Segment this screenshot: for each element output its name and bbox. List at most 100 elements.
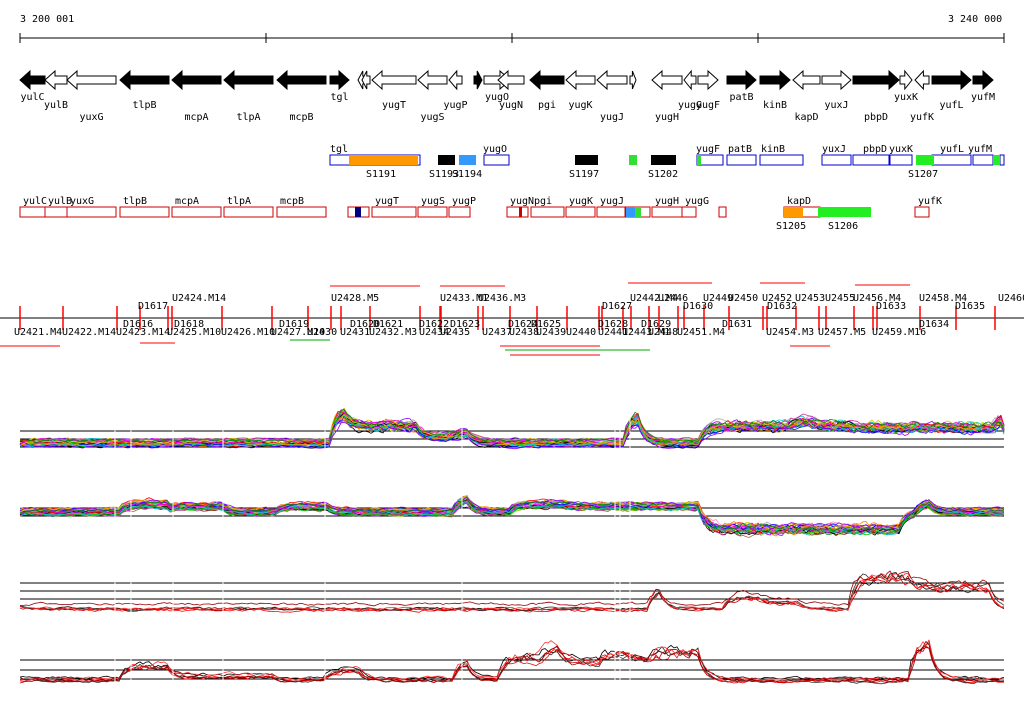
feature-track-plus[interactable]: tgl yugO yugF patB kinB yuxJ pbpD yuxK yufL yufM S…	[329, 144, 1005, 180]
gene-arrow[interactable]	[821, 69, 852, 91]
transcription-unit-label[interactable]: D1620	[350, 319, 380, 330]
gene-arrow[interactable]	[44, 69, 68, 91]
gene-arrow[interactable]	[683, 69, 697, 91]
feature-box[interactable]	[852, 154, 890, 166]
feature-box[interactable]	[914, 206, 930, 218]
transcription-unit-label[interactable]: U2424.M14	[172, 293, 226, 304]
transcription-unit-label[interactable]: U2456.M4	[853, 293, 901, 304]
transcription-unit-label[interactable]: D1623	[450, 319, 480, 330]
transcription-unit-label[interactable]: U2459.M16	[872, 327, 926, 338]
transcription-unit-label[interactable]: U2428.M5	[331, 293, 379, 304]
transcription-unit-label[interactable]: U2435	[440, 327, 470, 338]
gene-arrow[interactable]	[972, 69, 994, 91]
transcription-unit-label[interactable]: U2442.M4	[630, 293, 678, 304]
transcription-unit-label[interactable]: U2443.M1	[622, 327, 670, 338]
gene-arrow[interactable]	[629, 70, 637, 90]
gene-arrow[interactable]	[171, 69, 222, 91]
gene-arrow[interactable]	[329, 69, 350, 91]
gene-arrow[interactable]	[852, 69, 900, 91]
gene-arrow[interactable]	[119, 69, 170, 91]
feature-box[interactable]	[276, 206, 327, 218]
transcription-unit-label[interactable]: U2437	[482, 327, 512, 338]
colored-block[interactable]	[459, 155, 476, 165]
transcription-unit-label[interactable]: U2451.M4	[677, 327, 725, 338]
transcription-unit-label[interactable]: U2431	[340, 327, 370, 338]
gene-arrow[interactable]	[931, 69, 972, 91]
colored-block[interactable]	[818, 207, 871, 217]
feature-box[interactable]	[530, 206, 565, 218]
transcription-unit-label[interactable]: D1633	[876, 301, 906, 312]
transcription-unit-label[interactable]: U2439	[536, 327, 566, 338]
colored-block[interactable]	[438, 155, 455, 165]
transcription-unit-label[interactable]: U2432.M3	[369, 327, 417, 338]
gene-arrow[interactable]	[726, 69, 757, 91]
gene-arrow[interactable]	[361, 70, 371, 90]
transcription-unit-label[interactable]: U2423.M14	[116, 327, 170, 338]
transcription-unit-label[interactable]: U2422.M14	[62, 327, 116, 338]
transcription-unit-label[interactable]: U2449	[703, 293, 733, 304]
feature-box[interactable]	[223, 206, 274, 218]
feature-box[interactable]	[999, 154, 1005, 166]
gene-arrow[interactable]	[497, 69, 525, 91]
transcription-unit-label[interactable]: D1631	[722, 319, 752, 330]
colored-block[interactable]	[626, 207, 635, 217]
gene-arrow[interactable]	[914, 69, 930, 91]
colored-block[interactable]	[349, 155, 418, 165]
colored-block[interactable]	[629, 155, 637, 165]
feature-box[interactable]	[759, 154, 804, 166]
feature-box[interactable]	[44, 206, 68, 218]
transcription-unit-label[interactable]: U2453	[795, 293, 825, 304]
transcription-unit-label[interactable]: D1619	[279, 319, 309, 330]
colored-block[interactable]	[575, 155, 598, 165]
transcription-unit-label[interactable]: U2460	[998, 293, 1024, 304]
transcription-unit-label[interactable]: D1628	[598, 319, 628, 330]
colored-block[interactable]	[519, 207, 522, 217]
gene-arrow[interactable]	[223, 69, 274, 91]
gene-arrow[interactable]	[448, 69, 463, 91]
transcription-unit-label[interactable]: U2452	[762, 293, 792, 304]
gene-arrow[interactable]	[371, 69, 417, 91]
transcription-unit-label[interactable]: D1630	[683, 301, 713, 312]
transcription-unit-label[interactable]: D1622	[419, 319, 449, 330]
gene-arrow[interactable]	[276, 69, 327, 91]
transcription-unit-label[interactable]: U2425.M10	[167, 327, 221, 338]
transcription-unit-label[interactable]: D1621	[373, 319, 403, 330]
gene-arrow[interactable]	[759, 69, 791, 91]
gene-arrow[interactable]	[66, 69, 117, 91]
feature-box[interactable]	[119, 206, 170, 218]
transcription-unit-label[interactable]: U2433.M1	[440, 293, 488, 304]
gene-arrow[interactable]	[697, 69, 719, 91]
transcription-unit-label[interactable]: U2430	[307, 327, 337, 338]
gene-arrow[interactable]	[19, 69, 46, 91]
colored-block[interactable]	[355, 207, 361, 217]
transcription-unit-label[interactable]: D1629	[641, 319, 671, 330]
gene-arrow[interactable]	[792, 69, 821, 91]
transcription-unit-label[interactable]: D1627	[602, 301, 632, 312]
feature-box[interactable]	[596, 206, 626, 218]
transcription-unit-label[interactable]: D1635	[955, 301, 985, 312]
gene-arrow[interactable]	[417, 69, 448, 91]
colored-block[interactable]	[635, 207, 641, 217]
transcription-unit-label[interactable]: U2436.M3	[478, 293, 526, 304]
feature-box[interactable]	[931, 154, 972, 166]
transcription-unit-label[interactable]: U2441	[598, 327, 628, 338]
feature-box[interactable]	[448, 206, 471, 218]
transcription-unit-label[interactable]: U2426.M10	[221, 327, 275, 338]
colored-block[interactable]	[784, 207, 803, 217]
feature-box[interactable]	[565, 206, 596, 218]
transcription-unit-label[interactable]: D1625	[531, 319, 561, 330]
feature-box[interactable]	[506, 206, 529, 218]
colored-block[interactable]	[651, 155, 676, 165]
feature-box[interactable]	[718, 206, 727, 218]
transcription-unit-label[interactable]: D1618	[174, 319, 204, 330]
feature-box[interactable]	[681, 206, 697, 218]
feature-box[interactable]	[19, 206, 46, 218]
feature-box[interactable]	[66, 206, 117, 218]
feature-box[interactable]	[171, 206, 222, 218]
gene-arrow[interactable]	[529, 69, 565, 91]
feature-box[interactable]	[726, 154, 757, 166]
transcription-unit-label[interactable]: U2438	[509, 327, 539, 338]
transcription-unit-label[interactable]: D1617	[138, 301, 168, 312]
transcription-unit-label[interactable]: U2440	[566, 327, 596, 338]
